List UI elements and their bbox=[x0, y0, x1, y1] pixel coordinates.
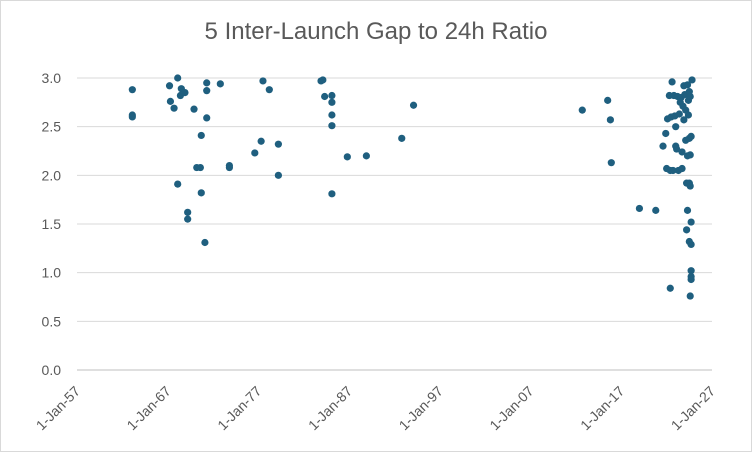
data-point bbox=[652, 206, 660, 214]
data-point bbox=[578, 106, 586, 114]
data-point bbox=[197, 131, 205, 140]
data-point bbox=[686, 151, 694, 159]
data-point bbox=[197, 189, 205, 197]
data-point bbox=[225, 163, 233, 172]
x-tick-label: 1-Jan-97 bbox=[396, 383, 447, 434]
data-point bbox=[686, 292, 694, 300]
data-point bbox=[274, 171, 282, 179]
data-point bbox=[684, 111, 693, 119]
data-point bbox=[673, 145, 681, 153]
y-tick-label: 0.0 bbox=[42, 362, 62, 378]
data-point bbox=[181, 89, 189, 97]
data-point bbox=[362, 152, 370, 160]
data-point bbox=[328, 98, 336, 106]
x-tick-label: 1-Jan-27 bbox=[668, 383, 719, 434]
data-point bbox=[659, 142, 667, 150]
x-tick-label: 1-Jan-17 bbox=[577, 383, 628, 434]
data-point bbox=[409, 101, 418, 109]
data-point bbox=[259, 77, 267, 85]
data-point bbox=[184, 215, 192, 223]
data-point bbox=[678, 164, 686, 173]
data-point bbox=[686, 182, 694, 190]
chart-title: 5 Inter-Launch Gap to 24h Ratio bbox=[204, 18, 548, 45]
data-point bbox=[666, 284, 674, 292]
data-point bbox=[128, 113, 136, 121]
data-point bbox=[128, 86, 136, 94]
data-point bbox=[257, 137, 265, 145]
data-point bbox=[672, 123, 680, 131]
data-point bbox=[678, 148, 686, 156]
x-tick-label: 1-Jan-87 bbox=[305, 383, 356, 434]
data-point bbox=[216, 80, 224, 88]
data-point bbox=[203, 87, 211, 95]
data-point bbox=[662, 129, 670, 138]
data-point bbox=[328, 122, 336, 130]
data-point bbox=[321, 92, 329, 101]
data-point bbox=[688, 76, 696, 84]
x-tick-label: 1-Jan-77 bbox=[214, 383, 265, 434]
y-tick-label: 2.0 bbox=[42, 167, 62, 183]
data-point bbox=[606, 116, 615, 124]
data-point bbox=[196, 163, 204, 172]
data-point bbox=[170, 104, 178, 112]
data-point bbox=[174, 74, 182, 82]
y-tick-label: 2.5 bbox=[42, 119, 62, 135]
data-point bbox=[687, 267, 695, 275]
x-tick-label: 1-Jan-07 bbox=[486, 383, 537, 434]
y-tick-label: 0.5 bbox=[42, 313, 62, 329]
data-point bbox=[343, 153, 351, 161]
data-point bbox=[687, 275, 695, 284]
data-point bbox=[683, 206, 692, 214]
x-tick-label: 1-Jan-67 bbox=[123, 383, 174, 434]
data-point bbox=[251, 149, 259, 157]
y-tick-label: 1.5 bbox=[42, 216, 62, 232]
data-point bbox=[190, 105, 198, 113]
data-point bbox=[687, 218, 695, 226]
data-point bbox=[687, 240, 695, 249]
data-point bbox=[398, 134, 406, 142]
data-point bbox=[328, 190, 336, 198]
data-point bbox=[328, 91, 336, 100]
data-point bbox=[680, 116, 688, 124]
data-point bbox=[319, 76, 327, 84]
y-tick-label: 3.0 bbox=[42, 70, 62, 86]
y-tick-label: 1.0 bbox=[42, 265, 62, 281]
data-point bbox=[675, 110, 683, 118]
data-point bbox=[683, 226, 691, 234]
data-point bbox=[607, 159, 615, 167]
data-point bbox=[203, 79, 211, 87]
data-point bbox=[686, 92, 694, 101]
data-point bbox=[668, 78, 676, 86]
data-point bbox=[604, 96, 612, 104]
data-point bbox=[201, 238, 209, 247]
data-point bbox=[274, 140, 282, 148]
data-point bbox=[635, 204, 644, 213]
x-tick-label: 1-Jan-57 bbox=[33, 383, 84, 434]
data-point bbox=[687, 132, 695, 140]
data-point bbox=[683, 81, 692, 89]
data-point bbox=[184, 208, 192, 216]
data-point bbox=[165, 82, 174, 90]
data-point bbox=[174, 180, 182, 188]
data-point bbox=[669, 166, 677, 175]
data-point bbox=[328, 111, 336, 119]
data-point bbox=[265, 86, 273, 94]
data-point bbox=[166, 97, 175, 105]
data-point bbox=[203, 114, 211, 122]
